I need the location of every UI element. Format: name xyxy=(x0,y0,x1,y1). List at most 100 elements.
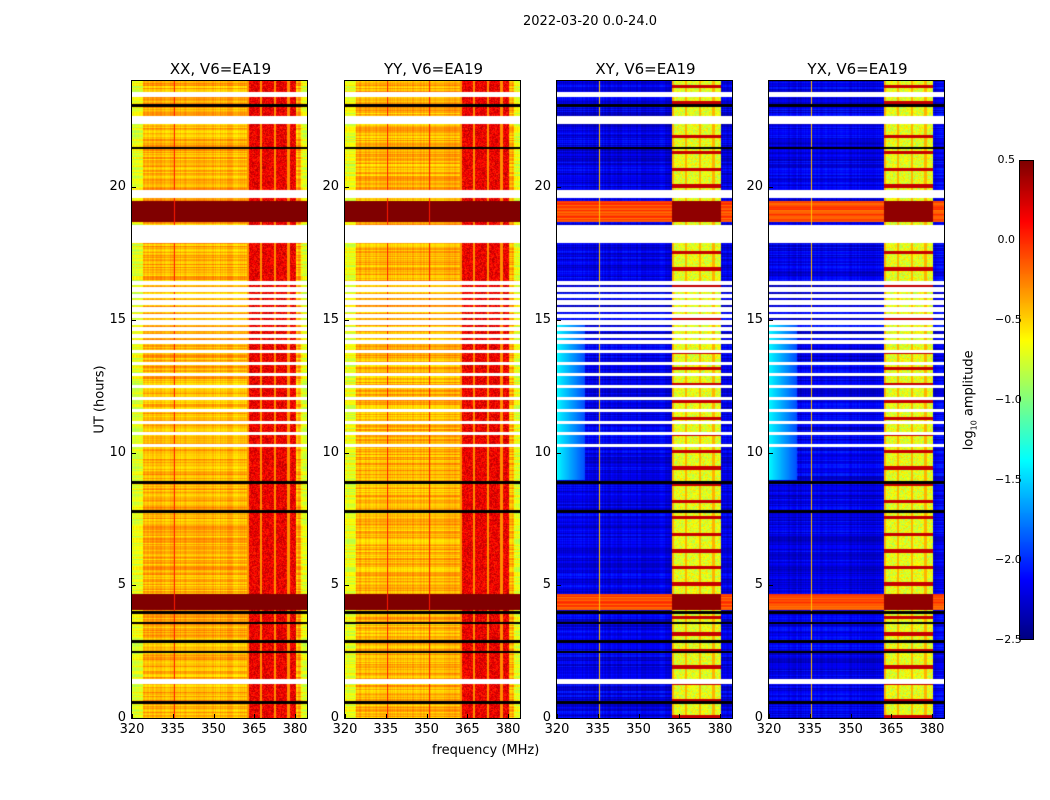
x-tick-label: 380 xyxy=(707,722,733,737)
x-tick-mark xyxy=(720,714,722,718)
heatmap xyxy=(557,81,732,718)
x-tick-label: 365 xyxy=(241,722,267,737)
x-axis-label: frequency (MHz) xyxy=(432,743,540,758)
x-tick-label: 350 xyxy=(201,722,226,737)
x-tick-mark xyxy=(891,714,893,718)
x-tick-label: 350 xyxy=(626,722,651,737)
x-tick-mark xyxy=(557,714,558,718)
colorbar-tick-label: −0.5 xyxy=(995,313,1022,326)
x-tick-label: 365 xyxy=(878,722,904,737)
y-tick-mark xyxy=(132,319,136,321)
y-tick-label: 5 xyxy=(754,577,763,593)
y-tick-mark xyxy=(557,319,561,321)
x-tick-mark xyxy=(254,714,256,718)
colorbar-tick-label: −1.0 xyxy=(995,393,1022,406)
x-tick-mark xyxy=(809,714,811,718)
y-tick-label: 20 xyxy=(322,179,339,195)
y-tick-label: 0 xyxy=(330,710,339,725)
colorbar-label: log10 amplitude xyxy=(962,350,979,450)
y-tick-label: 0 xyxy=(117,710,126,725)
y-tick-mark xyxy=(769,319,773,321)
x-tick-mark xyxy=(850,714,852,718)
x-tick-mark xyxy=(638,714,640,718)
x-tick-label: 350 xyxy=(414,722,439,737)
y-tick-label: 0 xyxy=(542,710,551,725)
colorbar xyxy=(1019,160,1034,640)
y-tick-label: 15 xyxy=(746,311,763,327)
colorbar-label-log: log xyxy=(961,430,977,451)
y-tick-label: 20 xyxy=(746,179,763,195)
x-tick-label: 350 xyxy=(838,722,863,737)
y-tick-label: 20 xyxy=(534,179,551,195)
x-tick-label: 320 xyxy=(332,722,358,737)
y-tick-label: 15 xyxy=(534,311,551,327)
x-tick-mark xyxy=(769,714,770,718)
panel-yx: YX, V6=EA19 0 5 10 15 20 320 335 350 365 380 xyxy=(746,60,945,737)
y-tick-label: 20 xyxy=(109,179,126,195)
y-tick-mark xyxy=(132,585,136,587)
x-tick-mark xyxy=(213,714,215,718)
y-tick-mark xyxy=(557,718,561,719)
x-tick-label: 335 xyxy=(797,722,823,737)
heatmap xyxy=(769,81,944,718)
x-tick-label: 335 xyxy=(373,722,399,737)
figure-title: 2022-03-20 0.0-24.0 xyxy=(523,14,657,29)
x-tick-label: 320 xyxy=(756,722,782,737)
y-tick-label: 10 xyxy=(746,444,763,460)
colorbar-label-sub: 10 xyxy=(969,420,979,431)
colorbar-tick-label: −2.5 xyxy=(995,633,1022,646)
x-tick-label: 320 xyxy=(119,722,145,737)
x-tick-mark xyxy=(345,714,346,718)
x-tick-mark xyxy=(679,714,681,718)
x-tick-mark xyxy=(932,714,934,718)
x-tick-mark xyxy=(426,714,428,718)
y-axis-label: UT (hours) xyxy=(92,365,108,434)
y-tick-label: 15 xyxy=(322,311,339,327)
x-tick-label: 380 xyxy=(495,722,521,737)
panel-title: YY, V6=EA19 xyxy=(383,60,484,78)
y-tick-label: 5 xyxy=(330,577,339,593)
panel-yy: YY, V6=EA19 0 5 10 15 20 320 335 350 365 380 xyxy=(322,60,521,737)
colorbar-tick-label: 0.0 xyxy=(997,233,1016,246)
panel-xy: XY, V6=EA19 0 5 10 15 20 320 335 350 365 380 xyxy=(534,60,733,737)
y-tick-mark xyxy=(769,452,773,454)
x-tick-mark xyxy=(132,714,133,718)
y-tick-label: 15 xyxy=(109,311,126,327)
colorbar-label-rest: amplitude xyxy=(961,350,977,421)
heatmap xyxy=(345,81,520,718)
x-tick-label: 380 xyxy=(282,722,308,737)
y-tick-mark xyxy=(557,187,561,189)
y-tick-mark xyxy=(132,187,136,189)
x-tick-label: 335 xyxy=(585,722,611,737)
y-tick-mark xyxy=(132,718,136,719)
x-tick-mark xyxy=(295,714,297,718)
y-tick-mark xyxy=(769,187,773,189)
panel-title: XY, V6=EA19 xyxy=(595,60,696,78)
y-tick-mark xyxy=(769,718,773,719)
x-tick-mark xyxy=(467,714,469,718)
y-tick-mark xyxy=(345,452,349,454)
x-tick-mark xyxy=(385,714,387,718)
y-tick-mark xyxy=(557,452,561,454)
y-tick-label: 10 xyxy=(322,444,339,460)
y-tick-mark xyxy=(769,585,773,587)
heatmap xyxy=(132,81,307,718)
panel-title: XX, V6=EA19 xyxy=(169,60,272,78)
y-tick-mark xyxy=(345,718,349,719)
y-tick-mark xyxy=(345,187,349,189)
x-tick-label: 380 xyxy=(919,722,945,737)
colorbar-tick-label: −1.5 xyxy=(995,473,1022,486)
colorbar-tick-label: −2.0 xyxy=(995,553,1022,566)
x-tick-label: 335 xyxy=(160,722,186,737)
x-tick-mark xyxy=(508,714,510,718)
panel-xx: XX, V6=EA19 0 5 10 15 20 320 335 350 365 380 xyxy=(109,60,308,737)
y-tick-mark xyxy=(345,585,349,587)
panel-title: YX, V6=EA19 xyxy=(807,60,908,78)
x-tick-label: 365 xyxy=(666,722,692,737)
y-tick-label: 5 xyxy=(117,577,126,593)
x-tick-mark xyxy=(597,714,599,718)
y-tick-mark xyxy=(345,319,349,321)
colorbar-tick-label: 0.5 xyxy=(997,153,1016,166)
y-tick-mark xyxy=(132,452,136,454)
